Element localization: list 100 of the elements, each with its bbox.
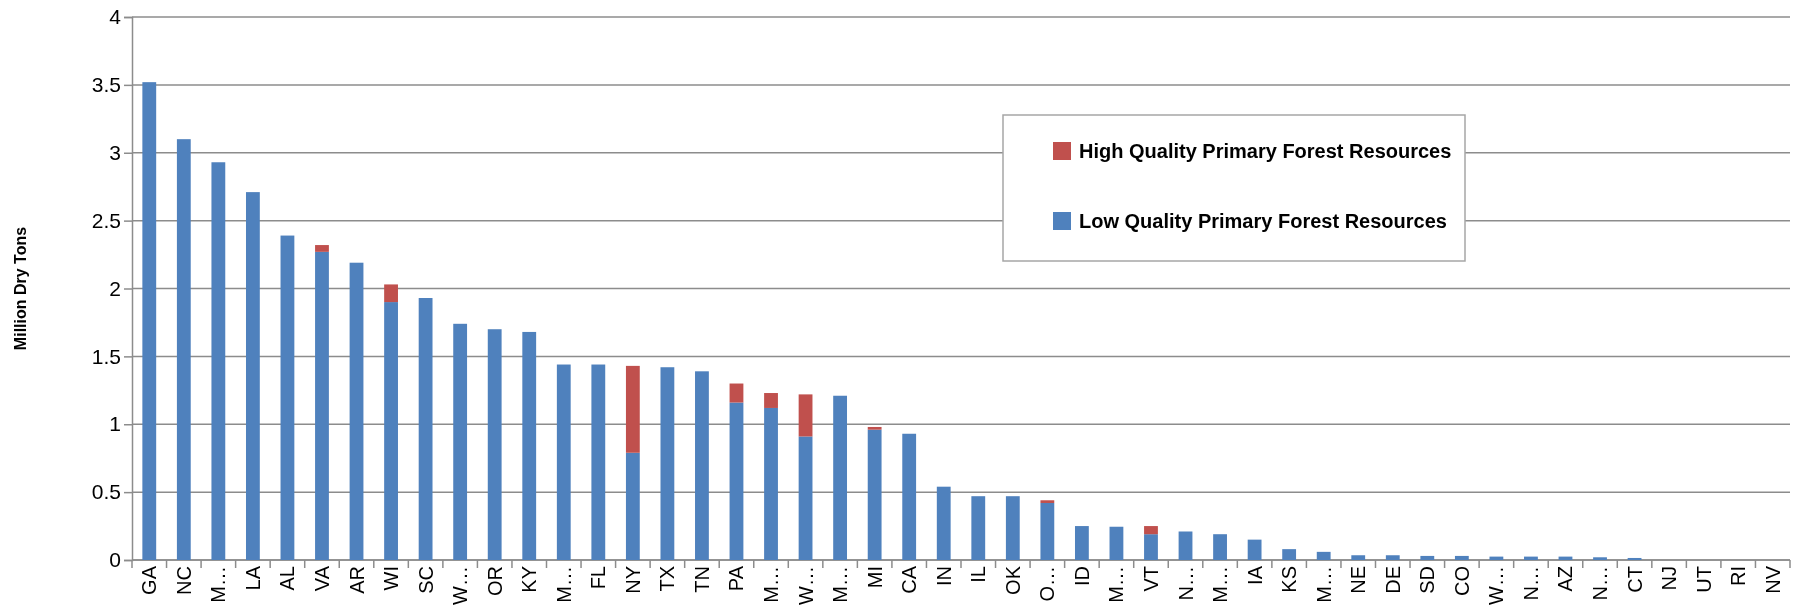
bar xyxy=(280,235,295,560)
bar xyxy=(245,192,260,560)
bar xyxy=(1247,539,1262,560)
x-tick-label: SD xyxy=(1416,566,1439,594)
x-tick-label: NE xyxy=(1347,566,1370,594)
x-tick-label: UT xyxy=(1692,566,1715,593)
x-tick-label: M… xyxy=(1209,566,1232,603)
bar xyxy=(315,251,329,560)
x-tick-label: NC xyxy=(172,566,195,595)
x-tick-label: N… xyxy=(1174,566,1197,601)
bar xyxy=(1040,500,1055,503)
bar xyxy=(1385,555,1400,560)
x-tick-label: KY xyxy=(518,566,541,593)
bar xyxy=(764,407,778,560)
x-tick-label: RI xyxy=(1727,566,1750,586)
legend-label: Low Quality Primary Forest Resources xyxy=(1079,210,1447,232)
x-tick-label: CA xyxy=(898,565,921,594)
bar xyxy=(1454,555,1469,560)
bar xyxy=(867,426,882,430)
x-tick-label: KS xyxy=(1278,566,1301,593)
bar xyxy=(384,284,398,303)
x-tick-label: NJ xyxy=(1658,566,1681,591)
bar xyxy=(936,486,951,560)
x-tick-label: AR xyxy=(345,566,368,594)
y-tick-label: 1.5 xyxy=(91,344,121,368)
bar xyxy=(660,367,675,560)
bar xyxy=(1178,531,1193,560)
bar xyxy=(798,394,813,437)
bar xyxy=(349,262,364,560)
bar xyxy=(695,371,709,560)
x-tick-label: GA xyxy=(138,565,161,595)
legend-label: High Quality Primary Forest Resources xyxy=(1079,140,1452,162)
x-tick-label: M… xyxy=(760,566,783,603)
bar xyxy=(522,331,537,560)
x-tick-label: M… xyxy=(1312,566,1335,603)
x-tick-label: CO xyxy=(1450,566,1473,596)
bar xyxy=(176,139,191,560)
x-tick-label: N… xyxy=(1589,566,1612,601)
bar xyxy=(418,298,433,560)
x-tick-label: O… xyxy=(1036,566,1059,602)
bar xyxy=(556,364,571,560)
bar xyxy=(971,496,986,560)
x-tick-label: M… xyxy=(1105,566,1128,603)
bar xyxy=(384,302,398,560)
bar xyxy=(1282,549,1297,560)
bar xyxy=(1109,526,1124,560)
bar xyxy=(625,365,640,453)
bar xyxy=(1213,534,1227,560)
y-axis-title: Million Dry Tons xyxy=(12,226,29,351)
x-tick-label: ID xyxy=(1070,566,1093,586)
x-tick-label: OK xyxy=(1001,565,1024,595)
y-tick-label: 4 xyxy=(109,5,122,29)
x-tick-label: IA xyxy=(1243,565,1266,585)
bar xyxy=(142,82,157,560)
x-tick-label: VT xyxy=(1139,566,1162,592)
x-tick-label: SC xyxy=(414,566,437,594)
bar xyxy=(1316,551,1331,560)
y-tick-label: 2 xyxy=(109,276,121,300)
x-tick-label: WI xyxy=(380,566,403,591)
x-tick-label: DE xyxy=(1381,566,1404,594)
x-tick-label: OR xyxy=(483,566,506,596)
y-tick-label: 2.5 xyxy=(91,208,121,232)
bar xyxy=(833,395,848,560)
x-tick-label: LA xyxy=(241,565,264,591)
bar xyxy=(1420,555,1435,560)
y-tick-label: 0.5 xyxy=(91,480,121,504)
bar xyxy=(1144,526,1158,535)
bar xyxy=(1351,555,1366,560)
x-tick-label: CT xyxy=(1623,566,1646,593)
x-tick-label: W… xyxy=(449,566,472,605)
x-tick-label: FL xyxy=(587,566,610,590)
y-tick-label: 3.5 xyxy=(91,73,121,97)
x-tick-label: MI xyxy=(863,566,886,589)
bar xyxy=(591,364,606,560)
bar xyxy=(625,452,640,560)
bar xyxy=(1144,534,1158,560)
x-tick-label: NV xyxy=(1761,565,1784,594)
bar xyxy=(1074,526,1089,560)
x-tick-label: TN xyxy=(690,566,713,593)
x-tick-label: M… xyxy=(207,566,230,603)
bar xyxy=(798,436,813,560)
bar xyxy=(1593,557,1607,560)
bar xyxy=(729,402,744,560)
bar xyxy=(1627,557,1642,560)
bar xyxy=(867,429,882,560)
bar xyxy=(764,393,778,408)
x-tick-label: PA xyxy=(725,565,748,592)
bar xyxy=(729,383,744,403)
x-tick-label: TX xyxy=(656,566,679,592)
x-tick-label: IN xyxy=(932,566,955,586)
bar xyxy=(487,329,502,560)
x-tick-label: W… xyxy=(794,566,817,605)
x-tick-label: IL xyxy=(967,566,990,583)
x-tick-label: AL xyxy=(276,566,299,591)
x-tick-label: M… xyxy=(552,566,575,603)
bar xyxy=(453,323,468,560)
bar xyxy=(315,245,329,252)
x-tick-label: VA xyxy=(310,565,333,592)
x-tick-label: NY xyxy=(621,566,644,594)
x-tick-label: AZ xyxy=(1554,566,1577,592)
